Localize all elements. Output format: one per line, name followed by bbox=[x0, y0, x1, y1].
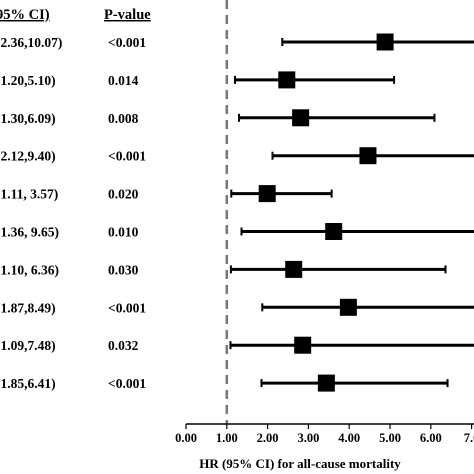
ci-label: (1.10, 6.36) bbox=[0, 262, 59, 277]
x-tick-label: 1.00 bbox=[216, 431, 238, 445]
x-tick-label: 6.00 bbox=[420, 431, 442, 445]
x-tick-label: 4.00 bbox=[338, 431, 360, 445]
hr-marker bbox=[278, 71, 296, 89]
p-value-label: 0.010 bbox=[108, 225, 139, 240]
x-axis-label: HR (95% CI) for all-cause mortality bbox=[199, 456, 401, 471]
hr-marker bbox=[292, 109, 310, 127]
p-value-label: 0.008 bbox=[108, 111, 139, 126]
ci-column-header: 95% CI) bbox=[0, 7, 50, 23]
forest-rows: (2.36,10.07) <0.001 (1.20,5.10) 0.014 (1.30,… bbox=[0, 33, 474, 392]
ci-label: (1.30,6.09) bbox=[0, 111, 56, 126]
p-value-label: 0.020 bbox=[108, 187, 139, 202]
p-value-label: <0.001 bbox=[108, 149, 146, 164]
x-tick-label: 7.0 bbox=[464, 431, 474, 445]
x-axis: 0.00 1.00 2.00 3.00 4.00 5.00 6.00 7.0 bbox=[175, 423, 474, 445]
p-value-label: 0.030 bbox=[108, 262, 139, 277]
ci-label: (2.12,9.40) bbox=[0, 149, 56, 164]
hr-marker bbox=[258, 185, 276, 203]
ci-label: (1.85,6.41) bbox=[0, 376, 56, 391]
hr-marker bbox=[359, 147, 377, 165]
x-tick-label: 0.00 bbox=[175, 431, 197, 445]
ci-label: (1.87,8.49) bbox=[0, 300, 56, 315]
x-tick-label: 5.00 bbox=[379, 431, 401, 445]
hr-marker bbox=[339, 298, 357, 316]
ci-label: (2.36,10.07) bbox=[0, 35, 62, 50]
hr-marker bbox=[285, 260, 303, 278]
p-value-label: <0.001 bbox=[108, 376, 146, 391]
ci-label: (1.20,5.10) bbox=[0, 73, 56, 88]
x-tick-label: 2.00 bbox=[257, 431, 279, 445]
hr-marker bbox=[325, 223, 343, 240]
p-value-label: <0.001 bbox=[108, 35, 146, 50]
p-value-label: 0.014 bbox=[108, 73, 139, 88]
hr-marker bbox=[294, 336, 312, 354]
p-value-column-header: P-value bbox=[104, 7, 151, 23]
hr-marker bbox=[317, 374, 335, 392]
ci-label: (1.09,7.48) bbox=[0, 338, 56, 353]
p-value-label: 0.032 bbox=[108, 338, 139, 353]
x-tick-label: 3.00 bbox=[297, 431, 319, 445]
hr-marker bbox=[376, 33, 394, 51]
ci-label: (1.11, 3.57) bbox=[0, 187, 58, 202]
ci-label: (1.36, 9.65) bbox=[0, 225, 59, 240]
p-value-label: <0.001 bbox=[108, 300, 146, 315]
